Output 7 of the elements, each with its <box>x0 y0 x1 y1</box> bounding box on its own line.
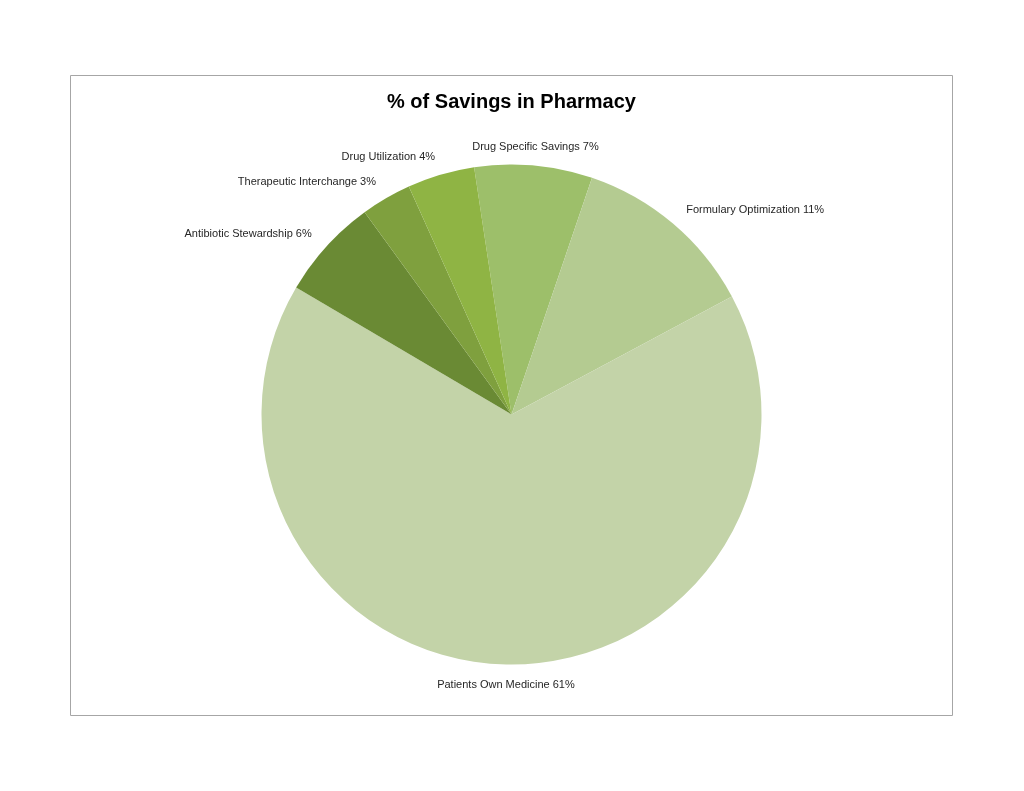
slice-label: Antibiotic Stewardship 6% <box>184 226 312 239</box>
chart-title: % of Savings in Pharmacy <box>387 89 637 112</box>
slice-label: Drug Specific Savings 7% <box>472 139 599 152</box>
slice-label: Drug Utilization 4% <box>341 149 436 162</box>
slice-label: Patients Own Medicine 61% <box>437 678 575 691</box>
slice-label: Therapeutic Interchange 3% <box>237 174 377 187</box>
slice-label: Formulary Optimization 11% <box>686 202 825 215</box>
